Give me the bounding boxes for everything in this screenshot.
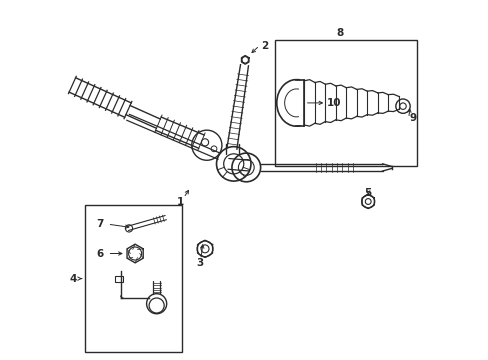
- Text: 10: 10: [326, 98, 341, 108]
- Text: 3: 3: [196, 258, 203, 268]
- Bar: [85, 205, 182, 352]
- Bar: [115, 276, 122, 282]
- Text: 9: 9: [408, 113, 416, 123]
- Text: 8: 8: [335, 28, 343, 38]
- Text: 4: 4: [69, 274, 77, 284]
- Text: 7: 7: [96, 219, 103, 229]
- Text: 2: 2: [260, 41, 267, 50]
- Text: 6: 6: [96, 248, 103, 258]
- Text: 1: 1: [176, 197, 183, 207]
- Text: 5: 5: [364, 188, 371, 198]
- Bar: [274, 40, 416, 166]
